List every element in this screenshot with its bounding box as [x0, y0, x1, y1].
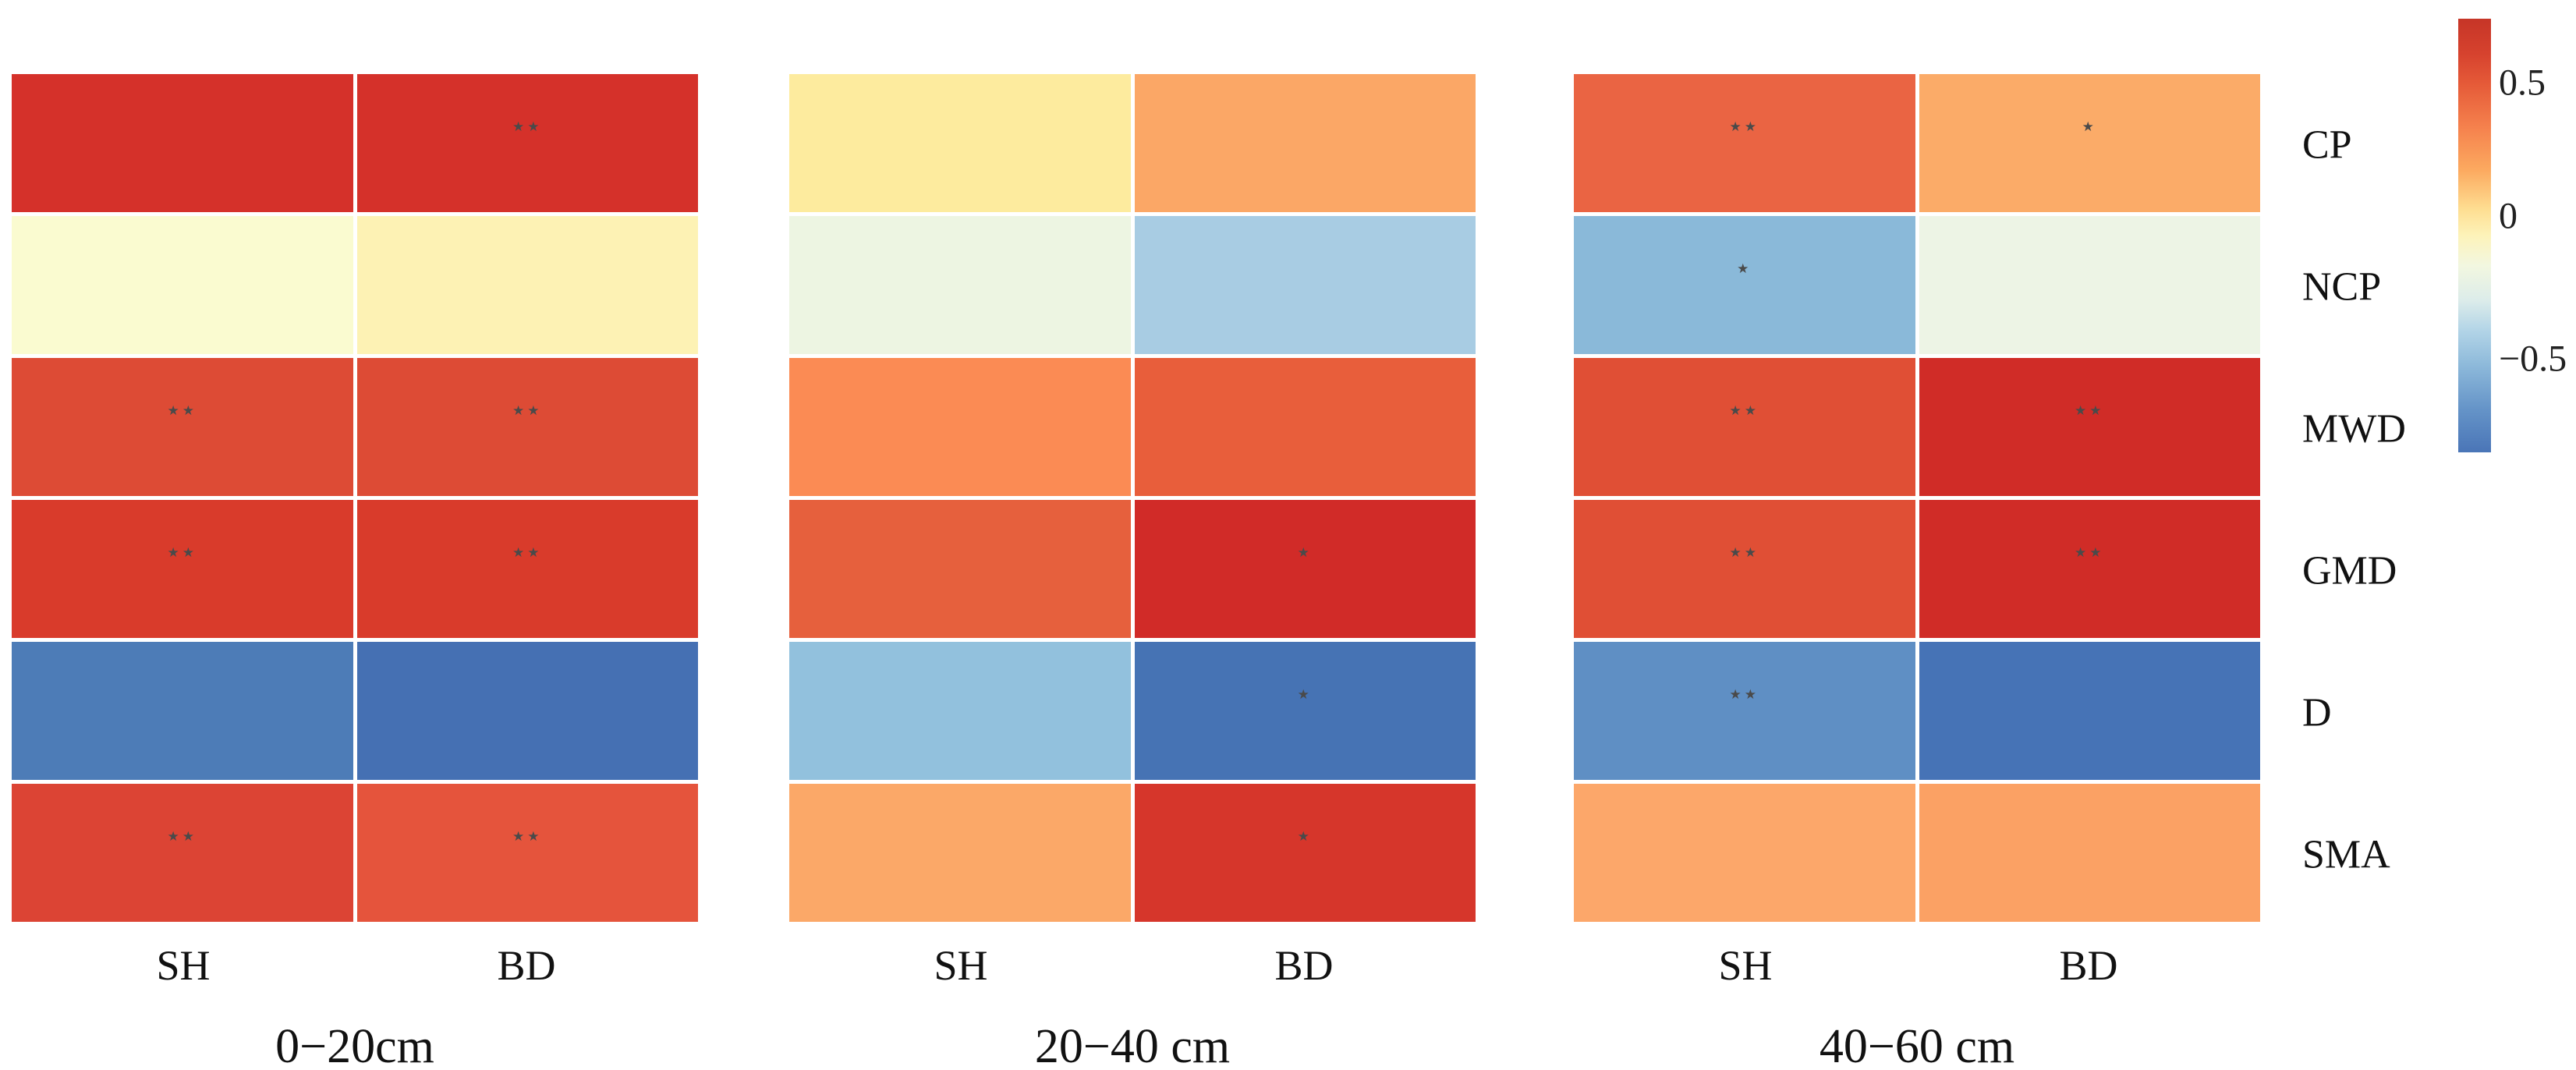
row-label-gmd: GMD — [2302, 548, 2397, 593]
cell-sma-sh: ★★ — [12, 784, 353, 922]
cell-d-sh — [12, 642, 353, 780]
depth-label: 40−60 cm — [1819, 1020, 2015, 1070]
heatmap-grid: ★ ★ ★ — [789, 74, 1476, 922]
column-label-sh: SH — [1718, 942, 1773, 989]
significance-stars: ★ — [1297, 544, 1313, 560]
cell-sma-sh — [789, 784, 1131, 922]
depth-label: 0−20cm — [275, 1020, 434, 1070]
cell-cp-bd: ★★ — [356, 74, 698, 212]
colorbar-tick-label: 0 — [2499, 195, 2518, 237]
cell-gmd-sh — [789, 500, 1131, 638]
cell-ncp-bd — [1919, 216, 2260, 354]
column-label-bd: BD — [2059, 942, 2118, 989]
heatmap-grid: ★★ ★★ ★★ ★★ ★★ ★★ ★★ — [12, 74, 698, 922]
significance-stars: ★★ — [512, 544, 543, 560]
cell-sma-bd: ★ — [1134, 784, 1476, 922]
cell-gmd-sh: ★★ — [12, 500, 353, 638]
significance-stars: ★★ — [167, 544, 197, 560]
cell-sma-bd: ★★ — [356, 784, 698, 922]
significance-stars: ★★ — [2075, 402, 2105, 418]
heatmap-panel-1: ★★ ★★ ★★ ★★ ★★ ★★ ★★ SH BD 0−20cm — [12, 74, 698, 1070]
significance-stars: ★★ — [167, 828, 197, 844]
column-label-sh: SH — [934, 942, 988, 989]
cell-mwd-bd — [1134, 358, 1476, 496]
significance-stars: ★★ — [167, 402, 197, 418]
cell-mwd-sh: ★★ — [12, 358, 353, 496]
cell-d-bd — [1919, 642, 2260, 780]
cell-mwd-bd: ★★ — [356, 358, 698, 496]
significance-stars: ★★ — [1729, 119, 1759, 134]
heatmap-panel-3: ★★ ★ ★ ★★ ★★ ★★ ★★ ★★ SH BD 40−60 cm — [1574, 74, 2260, 1070]
cell-d-bd — [356, 642, 698, 780]
cell-d-sh: ★★ — [1574, 642, 1915, 780]
cell-gmd-sh: ★★ — [1574, 500, 1915, 638]
cell-sma-sh — [1574, 784, 1915, 922]
row-label-sma: SMA — [2302, 832, 2390, 877]
cell-mwd-sh — [789, 358, 1131, 496]
colorbar-gradient-bar — [2458, 19, 2491, 452]
cell-ncp-sh: ★ — [1574, 216, 1915, 354]
cell-gmd-bd: ★★ — [1919, 500, 2260, 638]
cell-ncp-sh — [12, 216, 353, 354]
colorbar: 0.5 0 −0.5 — [2458, 19, 2567, 452]
significance-stars: ★ — [1737, 260, 1752, 276]
colorbar-tick-label: 0.5 — [2499, 62, 2546, 104]
depth-label: 20−40 cm — [1034, 1020, 1231, 1070]
cell-ncp-bd — [1134, 216, 1476, 354]
significance-stars: ★ — [2082, 119, 2097, 134]
cell-cp-sh — [789, 74, 1131, 212]
significance-stars: ★★ — [1729, 402, 1759, 418]
cell-mwd-bd: ★★ — [1919, 358, 2260, 496]
significance-stars: ★★ — [512, 402, 543, 418]
cell-d-bd: ★ — [1134, 642, 1476, 780]
significance-stars: ★ — [1297, 828, 1313, 844]
row-label-mwd: MWD — [2302, 406, 2406, 452]
row-label-d: D — [2302, 690, 2332, 735]
cell-d-sh — [789, 642, 1131, 780]
cell-mwd-sh: ★★ — [1574, 358, 1915, 496]
significance-stars: ★★ — [2075, 544, 2105, 560]
cell-sma-bd — [1919, 784, 2260, 922]
significance-stars: ★★ — [512, 828, 543, 844]
cell-ncp-bd — [356, 216, 698, 354]
cell-ncp-sh — [789, 216, 1131, 354]
column-label-bd: BD — [1274, 942, 1334, 989]
row-label-ncp: NCP — [2302, 264, 2382, 310]
cell-gmd-bd: ★ — [1134, 500, 1476, 638]
cell-gmd-bd: ★★ — [356, 500, 698, 638]
significance-stars: ★★ — [1729, 686, 1759, 702]
cell-cp-bd — [1134, 74, 1476, 212]
heatmap-panel-2: ★ ★ ★ SH BD 20−40 cm — [789, 74, 1476, 1070]
significance-stars: ★★ — [512, 119, 543, 134]
column-label-sh: SH — [156, 942, 211, 989]
heatmap-grid: ★★★★★★★★★★★★★★ — [1574, 74, 2260, 922]
colorbar-tick-label: −0.5 — [2499, 338, 2567, 380]
cell-cp-sh: ★★ — [1574, 74, 1915, 212]
significance-stars: ★★ — [1729, 544, 1759, 560]
significance-stars: ★ — [1297, 686, 1313, 702]
cell-cp-bd: ★ — [1919, 74, 2260, 212]
column-label-bd: BD — [497, 942, 556, 989]
row-label-cp: CP — [2302, 122, 2352, 168]
cell-cp-sh — [12, 74, 353, 212]
